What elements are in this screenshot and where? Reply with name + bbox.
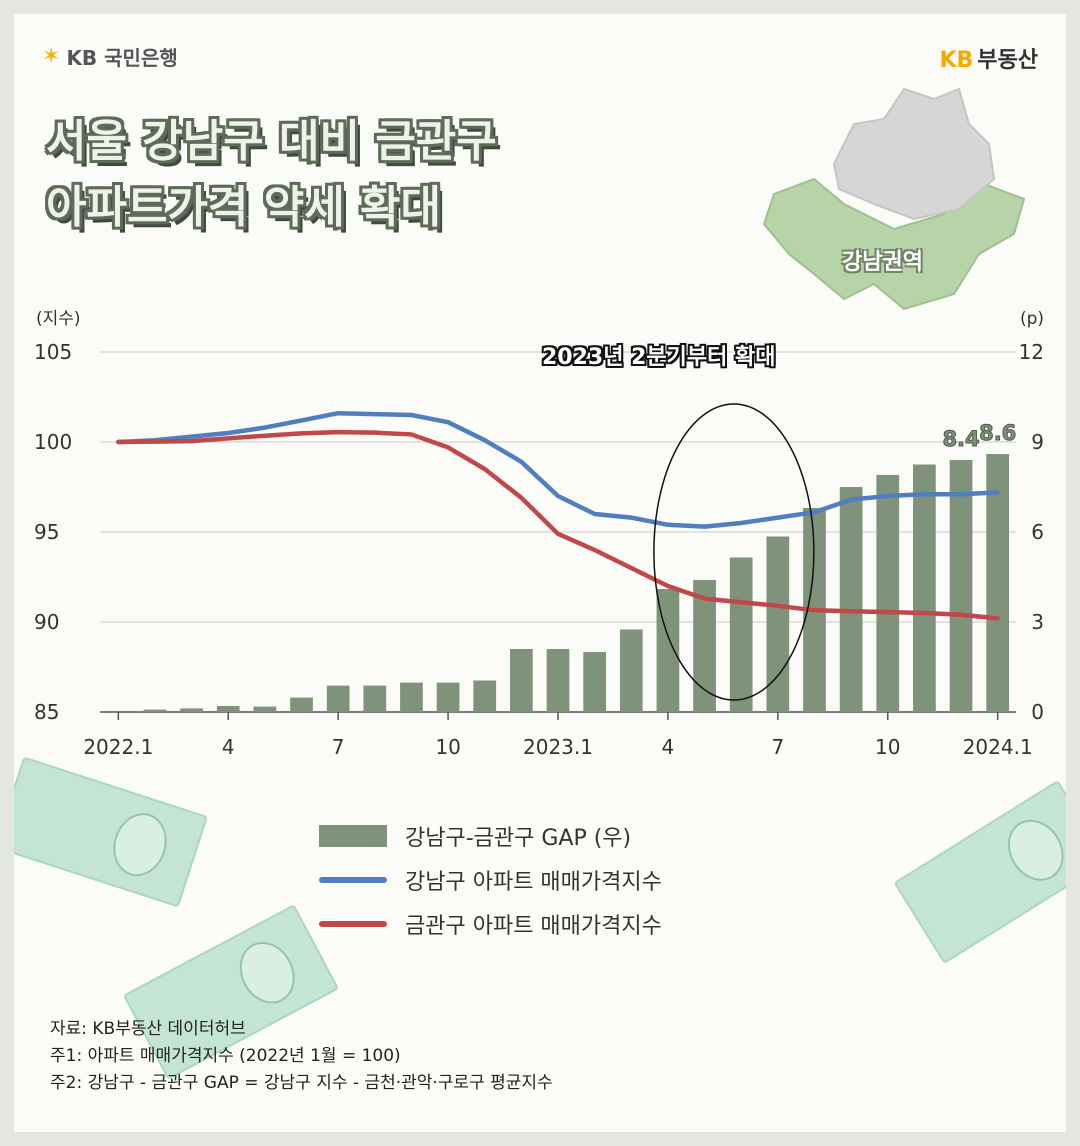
gap-bar — [693, 580, 716, 712]
chart: 85 90 95 100 105 0 3 6 9 12 (지수) (p) 2022.1 4 7 10 2023.… — [34, 309, 1044, 759]
gap-bar — [290, 697, 313, 712]
portrait-icon — [105, 806, 175, 884]
gangnam-line — [116, 410, 1000, 529]
gap-bar — [253, 706, 277, 712]
gap-bar — [436, 682, 460, 712]
legend-label-geumgwan: 금관구 아파트 매매가격지수 — [405, 914, 662, 939]
infographic-card: ✶ KB 국민은행 KB 부동산 서울 강남구 대비 금관구 아파트가격 약세 확… — [14, 14, 1066, 1132]
bar-data-label: 8.6 — [979, 421, 1016, 445]
y-right-tick-label: 9 — [1031, 430, 1044, 454]
x-tick-label: 10 — [875, 735, 900, 759]
bar-data-label: 8.4 — [942, 427, 979, 451]
banknote-decoration — [14, 756, 209, 908]
gap-bar — [400, 682, 423, 712]
gap-bar — [363, 685, 387, 712]
gap-bar — [839, 487, 863, 712]
y-left-tick-label: 95 — [34, 520, 59, 544]
note-1: 주1: 아파트 매매가격지수 (2022년 1월 = 100) — [50, 1046, 401, 1066]
kb-bank-logo: ✶ KB 국민은행 — [42, 42, 178, 71]
seoul-map — [762, 87, 1026, 311]
x-tick-label: 2024.1 — [963, 735, 1033, 759]
y-right-tick-label: 12 — [1019, 340, 1044, 364]
banknote-decoration — [893, 779, 1066, 965]
gap-bar — [473, 680, 497, 712]
kb-mark: KB — [939, 48, 974, 73]
y-left-tick-label: 85 — [34, 700, 59, 724]
legend-swatch-geumgwan — [319, 921, 387, 927]
portrait-icon — [229, 932, 306, 1014]
y-right-tick-label: 0 — [1031, 700, 1044, 724]
title-line-1: 서울 강남구 대비 금관구 — [46, 116, 497, 167]
legend-item-gap: 강남구-금관구 GAP (우) — [319, 814, 662, 858]
gap-bar — [583, 652, 606, 712]
legend-swatch-bar — [319, 825, 387, 847]
highlight-ellipse — [653, 403, 815, 701]
kb-star-icon: ✶ — [42, 44, 61, 69]
gap-bar — [986, 454, 1010, 712]
x-tick-label: 7 — [332, 735, 345, 759]
note-source: 자료: KB부동산 데이터허브 — [50, 1019, 246, 1039]
x-tick-label: 10 — [435, 735, 460, 759]
geumgwan-line — [116, 429, 1000, 621]
y-right-tick-label: 6 — [1031, 520, 1044, 544]
x-tick-label: 4 — [222, 735, 235, 759]
y-right-tick-label: 3 — [1031, 610, 1044, 634]
legend-label-gap: 강남구-금관구 GAP (우) — [405, 826, 632, 851]
gap-bar — [216, 706, 240, 712]
gap-bar — [546, 649, 570, 712]
y-left-unit: (지수) — [36, 309, 81, 329]
legend-item-gangnam: 강남구 아파트 매매가격지수 — [319, 858, 662, 902]
map-region-label: 강남권역 — [842, 250, 923, 275]
kb-bank-name: KB 국민은행 — [66, 46, 178, 70]
legend-swatch-gangnam — [319, 877, 387, 883]
gangnam-region-shape — [762, 177, 1026, 311]
y-left-tick-label: 105 — [34, 340, 72, 364]
x-tick-label: 7 — [771, 735, 784, 759]
gap-bar — [143, 709, 167, 712]
legend: 강남구-금관구 GAP (우) 강남구 아파트 매매가격지수 금관구 아파트 매… — [319, 814, 662, 946]
source-notes: 자료: KB부동산 데이터허브 주1: 아파트 매매가격지수 (2022년 1월… — [50, 1016, 553, 1097]
kb-realestate-name: 부동산 — [977, 48, 1038, 73]
gangbuk-region-shape — [832, 87, 996, 221]
x-tick-label: 4 — [662, 735, 675, 759]
portrait-icon — [996, 809, 1066, 892]
chart-annotation: 2023년 2분기부터 확대 — [542, 345, 776, 370]
gap-bar — [949, 460, 973, 712]
legend-label-gangnam: 강남구 아파트 매매가격지수 — [405, 870, 662, 895]
gap-bar — [729, 557, 753, 712]
gap-bar — [510, 649, 533, 712]
kb-realestate-logo: KB 부동산 — [939, 42, 1038, 74]
gap-bar — [913, 464, 936, 712]
x-tick-label: 2022.1 — [83, 735, 153, 759]
gap-bar — [326, 685, 350, 712]
page-title: 서울 강남구 대비 금관구 아파트가격 약세 확대 — [46, 109, 497, 241]
y-right-unit: (p) — [1020, 309, 1044, 329]
gap-bar — [766, 536, 790, 712]
y-left-tick-label: 90 — [34, 610, 59, 634]
x-tick-label: 2023.1 — [523, 735, 593, 759]
title-line-2: 아파트가격 약세 확대 — [46, 182, 441, 233]
gap-bar — [619, 629, 643, 712]
legend-item-geumgwan: 금관구 아파트 매매가격지수 — [319, 902, 662, 946]
y-left-tick-label: 100 — [34, 430, 72, 454]
gap-bar — [180, 708, 203, 712]
note-2: 주2: 강남구 - 금관구 GAP = 강남구 지수 - 금천·관악·구로구 평… — [50, 1073, 553, 1093]
gap-bar — [876, 475, 900, 712]
